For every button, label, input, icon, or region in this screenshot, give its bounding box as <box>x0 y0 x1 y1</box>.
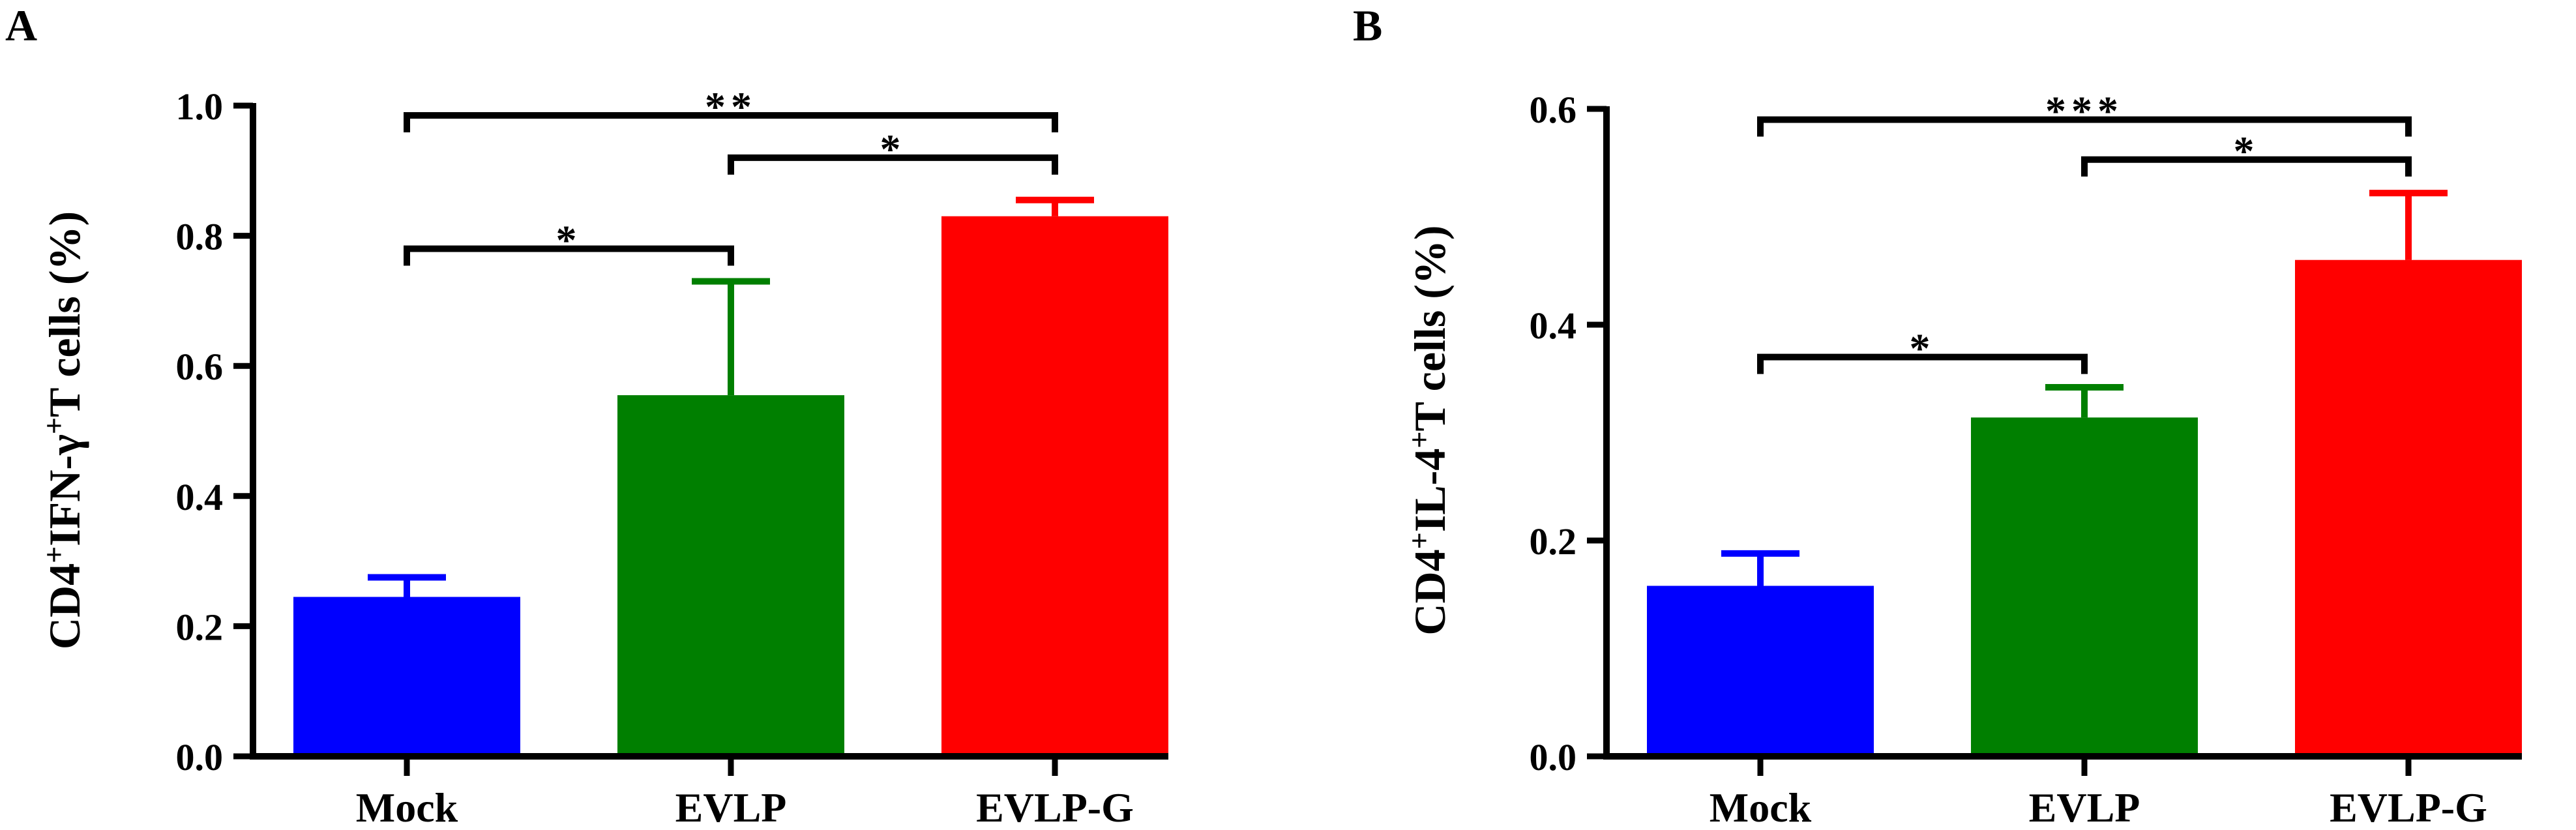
panel-a-error-bars <box>368 196 1094 597</box>
panel-a-significance-brackets: **** <box>404 83 1058 266</box>
panel-a-y-tick-label: 0.8 <box>176 216 224 258</box>
panel-a: A CD4+IFN-γ+T cells (%) 0.00.20.40.60.81… <box>5 1 1168 830</box>
panel-b-significance-bracket <box>1757 116 2412 137</box>
panel-a-y-tick-label: 0.0 <box>176 736 224 778</box>
panel-b-ylabel-suffix: T cells (%) <box>1405 225 1455 431</box>
panel-b-significance-label: * <box>2234 128 2260 174</box>
panel-a-category-label: EVLP-G <box>976 784 1134 830</box>
panel-a-y-ticks: 0.0 0.2 0.4 0.6 0.8 1.0 <box>176 85 253 778</box>
panel-b-y-tick-label: 0.2 <box>1530 520 1577 563</box>
panel-b-ylabel-sup1: + <box>1402 532 1436 549</box>
panel-b-y-tick-label: 0.0 <box>1530 736 1577 778</box>
panel-a-bar-mock <box>293 597 520 756</box>
panel-a-significance-bracket <box>404 245 734 266</box>
panel-a-y-axis-label: CD4+IFN-γ+T cells (%) <box>37 211 89 649</box>
panel-a-significance-label: * <box>880 126 906 172</box>
panel-b-significance-brackets: ***** <box>1757 88 2412 374</box>
panel-b-y-tick-label: 0.6 <box>1530 89 1577 131</box>
panel-b-category-labels: Mock EVLP EVLP-G <box>1710 756 2487 830</box>
panel-a-category-labels: Mock EVLP EVLP-G <box>356 756 1134 830</box>
panel-b-bar-mock <box>1647 585 1874 756</box>
panel-b-ylabel-prefix: CD4 <box>1405 549 1455 635</box>
panel-b-y-ticks: 0.0 0.2 0.4 0.6 <box>1530 89 1606 778</box>
panel-b-y-axis-label: CD4+IL-4+T cells (%) <box>1402 225 1455 635</box>
panel-a-ylabel-sup2: + <box>37 417 70 434</box>
panel-b: B CD4+IL-4+T cells (%) 0.00.20.40.6 ****… <box>1353 1 2522 830</box>
panel-a-y-tick-label: 0.4 <box>176 476 224 518</box>
panel-a-bars <box>293 216 1168 756</box>
panel-a-ylabel-middle: IFN-γ <box>40 434 89 546</box>
panel-a-significance-bracket <box>404 111 1058 132</box>
panel-a-ylabel-suffix: T cells (%) <box>40 211 89 417</box>
panel-a-significance-label: ** <box>705 83 757 130</box>
panel-a-y-tick-label: 1.0 <box>176 85 224 128</box>
panel-a-significance-bracket <box>728 154 1058 175</box>
panel-b-category-label: EVLP-G <box>2330 784 2487 830</box>
panel-b-significance-label: *** <box>2045 88 2124 134</box>
panel-b-bar-evlp-g <box>2295 259 2522 756</box>
panel-b-significance-bracket <box>2081 156 2412 177</box>
panel-a-bar-evlp <box>617 395 844 756</box>
panel-b-error-bars <box>1721 190 2448 586</box>
panel-a-letter: A <box>5 1 37 50</box>
panel-b-bar-evlp <box>1971 417 2198 756</box>
panel-a-y-tick-label: 0.2 <box>176 606 224 648</box>
panel-b-y-tick-label: 0.4 <box>1530 304 1577 347</box>
panel-a-axes <box>250 103 1168 760</box>
panel-a-category-label: Mock <box>356 784 458 830</box>
panel-b-category-label: EVLP <box>2029 784 2140 830</box>
panel-b-ylabel-sup2: + <box>1402 431 1436 448</box>
panel-a-ylabel-sup1: + <box>37 546 70 563</box>
panel-b-significance-label: * <box>1910 325 1936 372</box>
panel-b-bars <box>1647 259 2522 756</box>
panel-a-category-label: EVLP <box>675 784 787 830</box>
panel-a-significance-label: * <box>556 217 582 263</box>
panel-b-letter: B <box>1353 1 1382 50</box>
panel-b-axes <box>1603 106 2522 760</box>
panel-b-significance-bracket <box>1757 353 2088 374</box>
panel-a-bar-evlp-g <box>941 216 1168 756</box>
panel-a-y-tick-label: 0.6 <box>176 346 224 388</box>
panel-a-ylabel-prefix: CD4 <box>40 563 89 649</box>
panel-b-ylabel-middle: IL-4 <box>1405 449 1455 532</box>
panel-b-category-label: Mock <box>1710 784 1812 830</box>
